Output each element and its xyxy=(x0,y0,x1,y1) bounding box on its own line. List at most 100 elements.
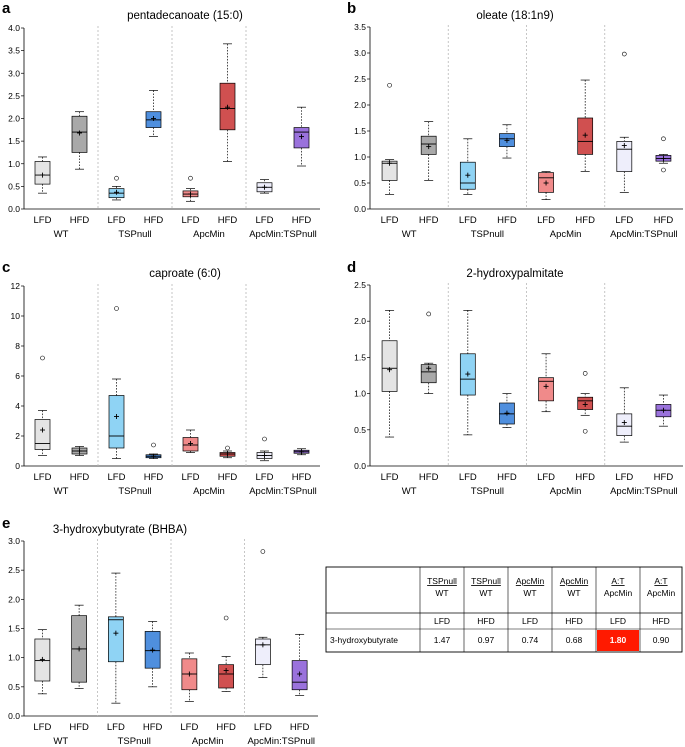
y-tick-label: 1.0 xyxy=(354,152,366,162)
table-col-denominator: WT xyxy=(523,588,536,598)
box-ApcMin-LFD xyxy=(538,171,554,200)
diet-label: LFD xyxy=(254,722,272,733)
y-tick-label: 2.5 xyxy=(354,74,366,84)
diet-label: LFD xyxy=(182,215,200,226)
y-tick-label: 1.5 xyxy=(354,126,366,136)
box-ApcMin-HFD xyxy=(219,43,236,162)
diet-label: LFD xyxy=(108,472,126,483)
panel-title-a: pentadecanoate (15:0) xyxy=(127,10,243,22)
outlier-point xyxy=(387,82,392,88)
group-label: WT xyxy=(402,229,417,240)
y-tick-label: 0.0 xyxy=(354,204,366,214)
y-tick-label: 2 xyxy=(15,431,20,441)
box-WT-LFD xyxy=(381,309,398,438)
table-diet: HFD xyxy=(652,616,669,626)
y-tick-label: 0.5 xyxy=(8,682,20,692)
diet-label: LFD xyxy=(537,472,555,483)
box-TSPnull-HFD xyxy=(499,124,515,159)
y-tick-label: 3.5 xyxy=(354,22,366,32)
diet-label: HFD xyxy=(70,215,90,226)
panel-letter-b: b xyxy=(347,0,356,17)
plot-e: 0.0 0.5 1.0 1.5 2.0 2.5 3.0 WT TSPnull ApcMin ApcM… xyxy=(8,536,318,747)
table-col-denominator: ApcMin xyxy=(647,588,676,598)
diet-label: HFD xyxy=(575,215,595,226)
table-diet: HFD xyxy=(477,616,494,626)
box-ApcMin:TSPnull-LFD xyxy=(256,436,273,462)
panel-title-c: caproate (6:0) xyxy=(149,268,221,280)
group-label: ApcMin:TSPnull xyxy=(249,229,317,240)
plot-d: 0.0 0.5 1.0 1.5 2.0 2.5 WT TSPnull ApcMin ApcMin:… xyxy=(354,280,683,497)
table-col-denominator: ApcMin xyxy=(604,588,633,598)
diet-label: HFD xyxy=(144,215,164,226)
y-tick-label: 4 xyxy=(15,401,20,411)
box-ApcMin-LFD xyxy=(538,353,554,413)
box-WT-HFD xyxy=(420,311,437,394)
diet-label: LFD xyxy=(615,215,633,226)
group-label: ApcMin xyxy=(550,486,582,497)
y-tick-label: 2.0 xyxy=(8,114,20,124)
diet-label: LFD xyxy=(256,215,274,226)
box-WT-LFD xyxy=(34,355,51,456)
group-label: TSPnull xyxy=(471,486,504,497)
table-diet: LFD xyxy=(610,616,626,626)
outlier-point xyxy=(622,51,627,57)
box-WT-LFD xyxy=(34,156,51,194)
diet-label: LFD xyxy=(459,215,477,226)
table-col-denominator: WT xyxy=(567,588,580,598)
y-tick-label: 3.0 xyxy=(8,68,20,78)
box-TSPnull-HFD xyxy=(144,621,161,688)
diet-label: HFD xyxy=(419,215,439,226)
box-ApcMin-LFD xyxy=(181,652,198,702)
y-tick-label: 1.5 xyxy=(354,352,366,362)
panel-letter-d: d xyxy=(347,259,356,276)
group-label: ApcMin:TSPnull xyxy=(249,486,317,497)
outlier-point xyxy=(260,549,266,554)
y-tick-label: 1.5 xyxy=(8,136,20,146)
table-value: 0.68 xyxy=(566,635,583,645)
box-WT-HFD xyxy=(71,446,88,456)
diet-label: HFD xyxy=(497,215,517,226)
diet-label: HFD xyxy=(497,472,517,483)
diet-label: HFD xyxy=(218,215,238,226)
box-TSPnull-LFD xyxy=(108,175,125,201)
panel-title-b: oleate (18:1n9) xyxy=(476,10,554,22)
group-label: TSPnull xyxy=(118,486,151,497)
diet-label: LFD xyxy=(108,215,126,226)
diet-label: HFD xyxy=(290,722,310,733)
diet-label: LFD xyxy=(182,472,200,483)
panel-title-d: 2-hydroxypalmitate xyxy=(466,268,563,280)
y-tick-label: 0.5 xyxy=(354,425,366,435)
diet-label: LFD xyxy=(34,472,52,483)
box-ApcMin:TSPnull-HFD xyxy=(655,394,672,427)
box-TSPnull-HFD xyxy=(145,90,162,137)
diet-label: LFD xyxy=(34,215,52,226)
box-iqr xyxy=(255,638,271,666)
outlier-point xyxy=(114,175,119,181)
table-col-denominator: WT xyxy=(479,588,492,598)
box-ApcMin:TSPnull-HFD xyxy=(291,633,308,696)
y-tick-label: 3.0 xyxy=(354,48,366,58)
group-label: WT xyxy=(402,486,417,497)
y-tick-label: 0.0 xyxy=(8,204,20,214)
box-ApcMin:TSPnull-LFD xyxy=(616,51,633,193)
plot-c: 0 2 4 6 8 10 12 WT TSPnull ApcMin ApcMin:TSPnull LF… xyxy=(11,281,320,497)
diet-label: HFD xyxy=(419,472,439,483)
group-label: ApcMin xyxy=(192,736,224,747)
y-tick-label: 2.0 xyxy=(8,594,20,604)
box-ApcMin-LFD xyxy=(182,175,199,202)
table-row-label: 3-hydroxybutyrate xyxy=(330,635,398,645)
y-tick-label: 2.5 xyxy=(8,91,20,101)
group-label: TSPnull xyxy=(118,229,151,240)
table-col-numerator: A:T xyxy=(611,576,624,586)
table-value: 0.74 xyxy=(522,635,539,645)
table-col-denominator: WT xyxy=(435,588,448,598)
y-tick-label: 0.5 xyxy=(354,178,366,188)
y-tick-label: 12 xyxy=(11,281,21,291)
table-diet: HFD xyxy=(565,616,582,626)
y-tick-label: 0.0 xyxy=(354,461,366,471)
box-iqr xyxy=(420,364,437,384)
plot-b: 0.0 0.5 1.0 1.5 2.0 2.5 3.0 3.5 WT TSPnull ApcMin A… xyxy=(354,22,683,240)
group-label: ApcMin xyxy=(193,229,225,240)
box-TSPnull-LFD xyxy=(459,138,476,195)
